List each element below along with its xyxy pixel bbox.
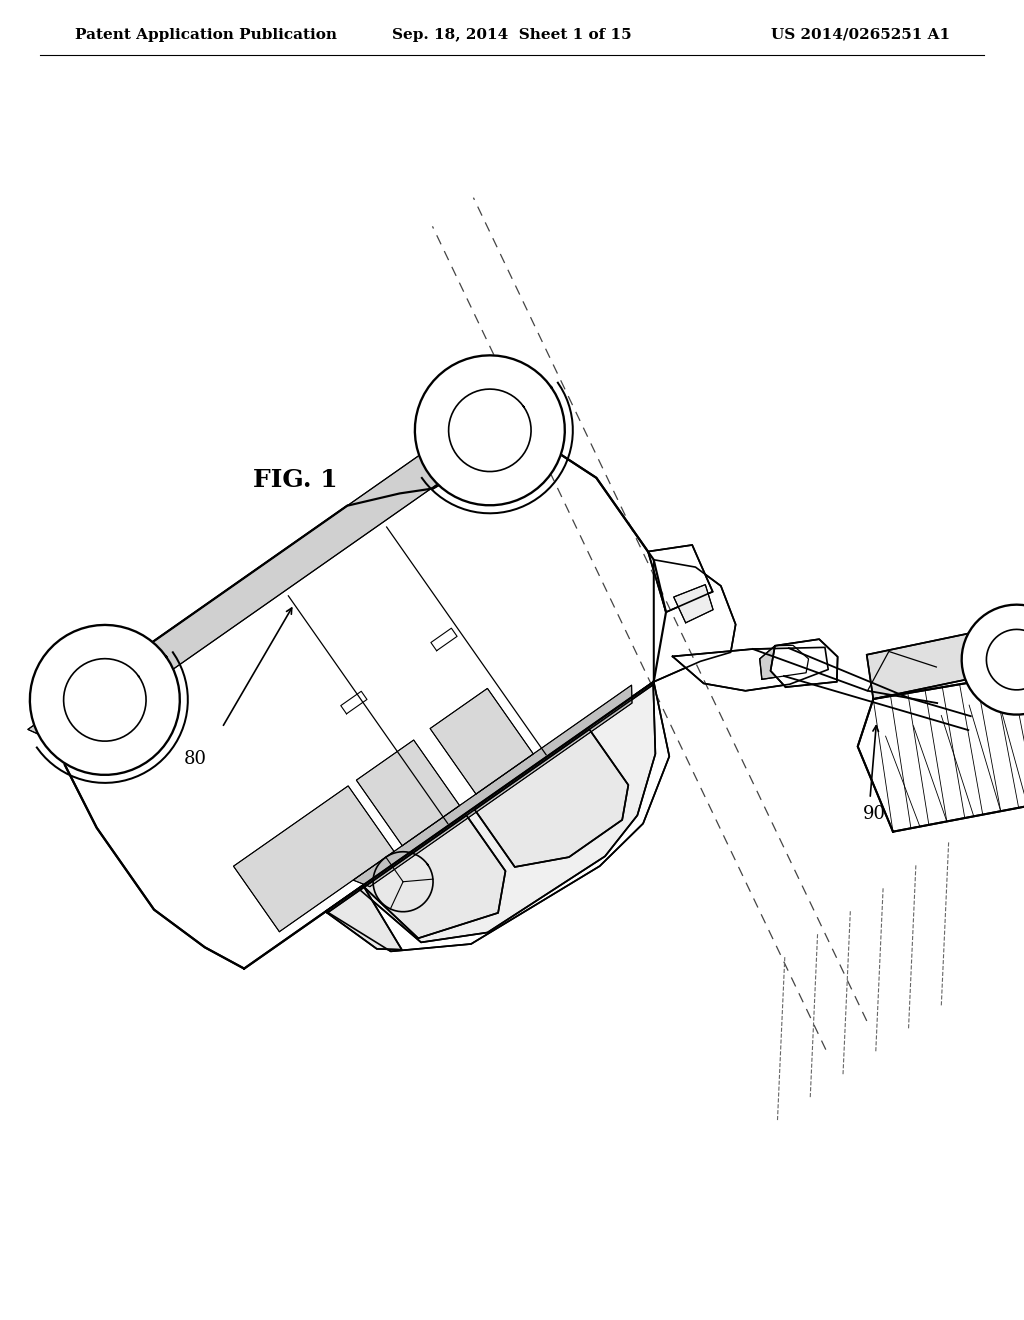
Polygon shape xyxy=(365,816,506,939)
Polygon shape xyxy=(760,645,809,680)
Polygon shape xyxy=(674,585,713,623)
Polygon shape xyxy=(648,545,713,612)
Polygon shape xyxy=(430,689,534,795)
Text: US 2014/0265251 A1: US 2014/0265251 A1 xyxy=(771,28,950,42)
Polygon shape xyxy=(962,605,1024,714)
Text: Patent Application Publication: Patent Application Publication xyxy=(75,28,337,42)
Text: 90: 90 xyxy=(863,805,886,824)
Polygon shape xyxy=(328,887,401,949)
Polygon shape xyxy=(326,682,670,952)
Polygon shape xyxy=(28,391,514,746)
Text: FIG. 1: FIG. 1 xyxy=(253,469,337,492)
Polygon shape xyxy=(356,741,460,846)
Polygon shape xyxy=(65,449,666,969)
Polygon shape xyxy=(770,639,838,688)
Text: Sep. 18, 2014  Sheet 1 of 15: Sep. 18, 2014 Sheet 1 of 15 xyxy=(392,28,632,42)
Text: 80: 80 xyxy=(183,750,207,768)
Polygon shape xyxy=(415,355,565,506)
Polygon shape xyxy=(360,685,655,942)
Polygon shape xyxy=(673,647,828,690)
Polygon shape xyxy=(653,560,735,682)
Polygon shape xyxy=(858,664,1024,832)
Polygon shape xyxy=(30,624,180,775)
Polygon shape xyxy=(233,785,394,932)
Polygon shape xyxy=(866,623,1022,700)
Polygon shape xyxy=(353,685,632,887)
Polygon shape xyxy=(475,730,629,867)
